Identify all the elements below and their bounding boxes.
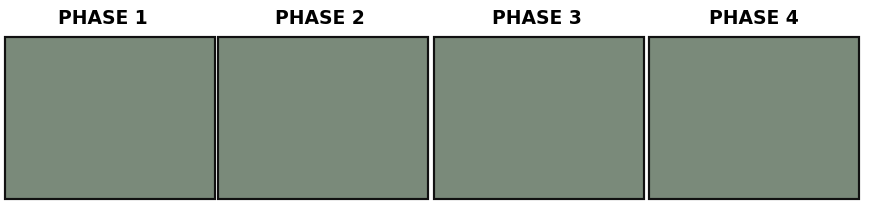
Bar <box>5 38 215 199</box>
Bar <box>648 38 858 199</box>
Bar <box>218 38 428 199</box>
Bar <box>5 38 215 199</box>
Bar <box>0 0 869 38</box>
Text: PHASE 1: PHASE 1 <box>57 9 148 28</box>
Text: PHASE 2: PHASE 2 <box>275 9 365 28</box>
Bar <box>434 38 643 199</box>
Bar <box>218 38 428 199</box>
Bar <box>434 38 643 199</box>
Bar <box>648 38 858 199</box>
Text: PHASE 4: PHASE 4 <box>708 9 799 28</box>
Text: PHASE 3: PHASE 3 <box>491 9 581 28</box>
